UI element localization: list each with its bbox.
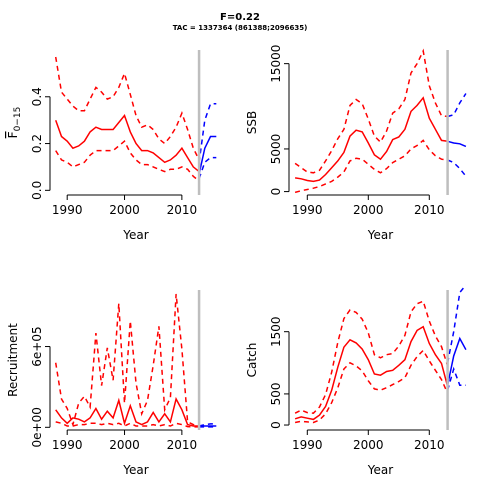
recruitment-historical-lower-line <box>55 421 200 428</box>
f-x-tick-label: 2010 <box>167 203 198 217</box>
catch-x-tick-label: 2000 <box>353 438 384 452</box>
catch-y-tick-label: 1500 <box>269 316 283 347</box>
f-bar-symbol: F <box>6 131 20 138</box>
f-age-range-subscript: 0−15 <box>13 107 23 132</box>
ssb-x-axis-title: Year <box>367 228 393 242</box>
f-y-tick-label: 0.4 <box>30 87 44 106</box>
f-x-tick-label: 2000 <box>109 203 140 217</box>
ssb-y-tick-label: 15000 <box>269 45 283 83</box>
recruitment-y-axis-title: Recruitment <box>6 323 20 397</box>
catch-y-tick-label: 0 <box>269 421 283 429</box>
f-x-axis-title: Year <box>122 228 148 242</box>
recruitment-historical-estimate-line <box>55 396 200 427</box>
recruitment-x-tick-label: 1990 <box>52 438 83 452</box>
catch-y-tick-label: 500 <box>269 382 283 405</box>
f-projection-upper-line <box>198 103 217 163</box>
ssb-y-axis-title: SSB <box>245 111 259 134</box>
catch-projection-estimate-line <box>446 336 467 386</box>
ssb-x-tick-label: 2010 <box>414 203 445 217</box>
catch-x-axis-title: Year <box>367 463 393 477</box>
f-projection-lower-line <box>198 156 217 179</box>
catch-y-axis-title: Catch <box>245 343 259 378</box>
ssb-projection-upper-line <box>447 93 467 118</box>
ssb-y-tick-label: 5000 <box>269 134 283 165</box>
f-historical-estimate-line <box>54 113 200 173</box>
catch-projection-upper-line <box>446 284 467 363</box>
recruitment-x-tick-label: 2010 <box>167 438 198 452</box>
f-x-tick-label: 1990 <box>52 203 83 217</box>
recruitment-projection-upper-line <box>198 423 217 427</box>
f-y-tick-label: 0.0 <box>30 181 44 200</box>
ssb-historical-lower-line <box>294 139 448 194</box>
ssb-x-tick-label: 2000 <box>353 203 384 217</box>
recruitment-historical-upper-line <box>54 293 200 428</box>
f-panel: 0.0 0.2 0.4 1990 2000 2010 Year F0−15 <box>6 50 217 242</box>
recruitment-y-tick-label: 6e+05 <box>30 326 44 366</box>
recruitment-x-axis-title: Year <box>122 463 148 477</box>
ssb-historical-estimate-line <box>294 96 448 183</box>
catch-historical-estimate-line <box>294 325 449 421</box>
ssb-projection-estimate-line <box>447 140 467 148</box>
f-projection-estimate-line <box>198 135 217 175</box>
figure-title: F=0.22 <box>220 12 260 23</box>
ssb-x-tick-label: 1990 <box>292 203 323 217</box>
catch-historical-lower-line <box>294 349 449 424</box>
catch-historical-upper-line <box>294 300 449 414</box>
figure-subtitle: TAC = 1337364 (861388;2096635) <box>173 24 308 32</box>
ssb-historical-upper-line <box>294 48 448 174</box>
catch-projection-lower-line <box>446 366 466 391</box>
catch-x-tick-label: 2010 <box>414 438 445 452</box>
ssb-panel: 0 5000 15000 1990 2000 2010 Year SSB <box>245 45 467 242</box>
ssb-projection-lower-line <box>447 159 467 177</box>
f-historical-lower-line <box>55 140 200 182</box>
ssb-y-tick-label: 0 <box>269 188 283 196</box>
recruitment-y-tick-label: 0e+00 <box>30 407 44 447</box>
recruitment-panel: 0e+00 6e+05 1990 2000 2010 Year Recruitment <box>6 290 217 477</box>
catch-x-tick-label: 1990 <box>292 438 323 452</box>
f-y-axis-title: F0−15 <box>6 107 23 139</box>
recruitment-x-tick-label: 2000 <box>109 438 140 452</box>
f-historical-upper-line <box>54 56 200 161</box>
catch-panel: 0 500 1500 1990 2000 2010 Year Catch <box>245 284 467 477</box>
f-y-tick-label: 0.2 <box>30 134 44 153</box>
